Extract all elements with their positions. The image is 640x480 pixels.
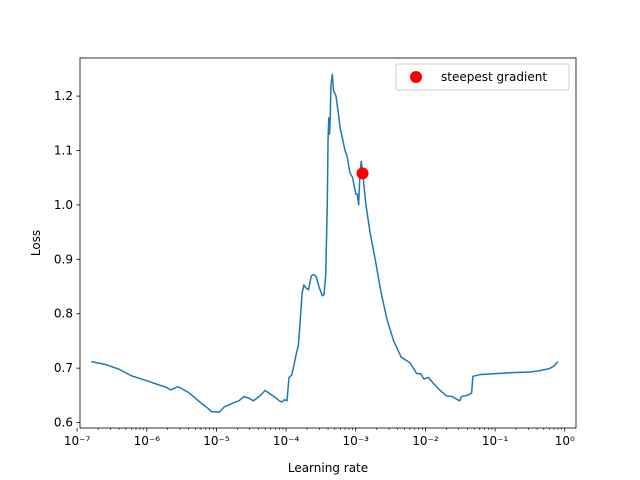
y-tick-label: 0.8 bbox=[54, 307, 73, 321]
steepest-gradient-point bbox=[356, 167, 369, 180]
x-tick-label: 10⁻⁶ bbox=[134, 434, 161, 448]
legend-box bbox=[395, 63, 570, 91]
y-tick-label: 1.0 bbox=[54, 198, 73, 212]
x-axis-label: Learning rate bbox=[288, 461, 368, 475]
y-tick-label: 0.7 bbox=[54, 361, 73, 375]
x-tick-label: 10⁻¹ bbox=[482, 434, 509, 448]
x-tick-label: 10⁻⁴ bbox=[273, 434, 300, 448]
legend-label: steepest gradient bbox=[441, 70, 547, 84]
loss-series-line bbox=[91, 73, 559, 413]
x-tick-label: 10⁻² bbox=[412, 434, 439, 448]
y-axis-label: Loss bbox=[29, 230, 43, 256]
y-tick-label: 1.2 bbox=[54, 89, 73, 103]
axes-frame bbox=[79, 57, 577, 429]
y-tick-label: 0.6 bbox=[54, 416, 73, 430]
tick-group: 10⁻⁷ 10⁻⁶ 10⁻⁵ 10⁻⁴ 10⁻³ 10⁻² 10⁻¹ 10⁰ 0.6 0.7 0.8… bbox=[54, 89, 575, 448]
x-tick-label: 10⁻³ bbox=[343, 434, 370, 448]
y-tick-label: 0.9 bbox=[54, 252, 73, 266]
x-tick-label: 10⁻⁵ bbox=[203, 434, 230, 448]
x-tick-label: 10⁻⁷ bbox=[64, 434, 91, 448]
y-tick-label: 1.1 bbox=[54, 144, 73, 158]
legend-marker bbox=[410, 71, 422, 83]
legend: steepest gradient bbox=[395, 63, 570, 91]
plot-area bbox=[91, 73, 559, 413]
x-tick-label: 10⁰ bbox=[555, 434, 575, 448]
